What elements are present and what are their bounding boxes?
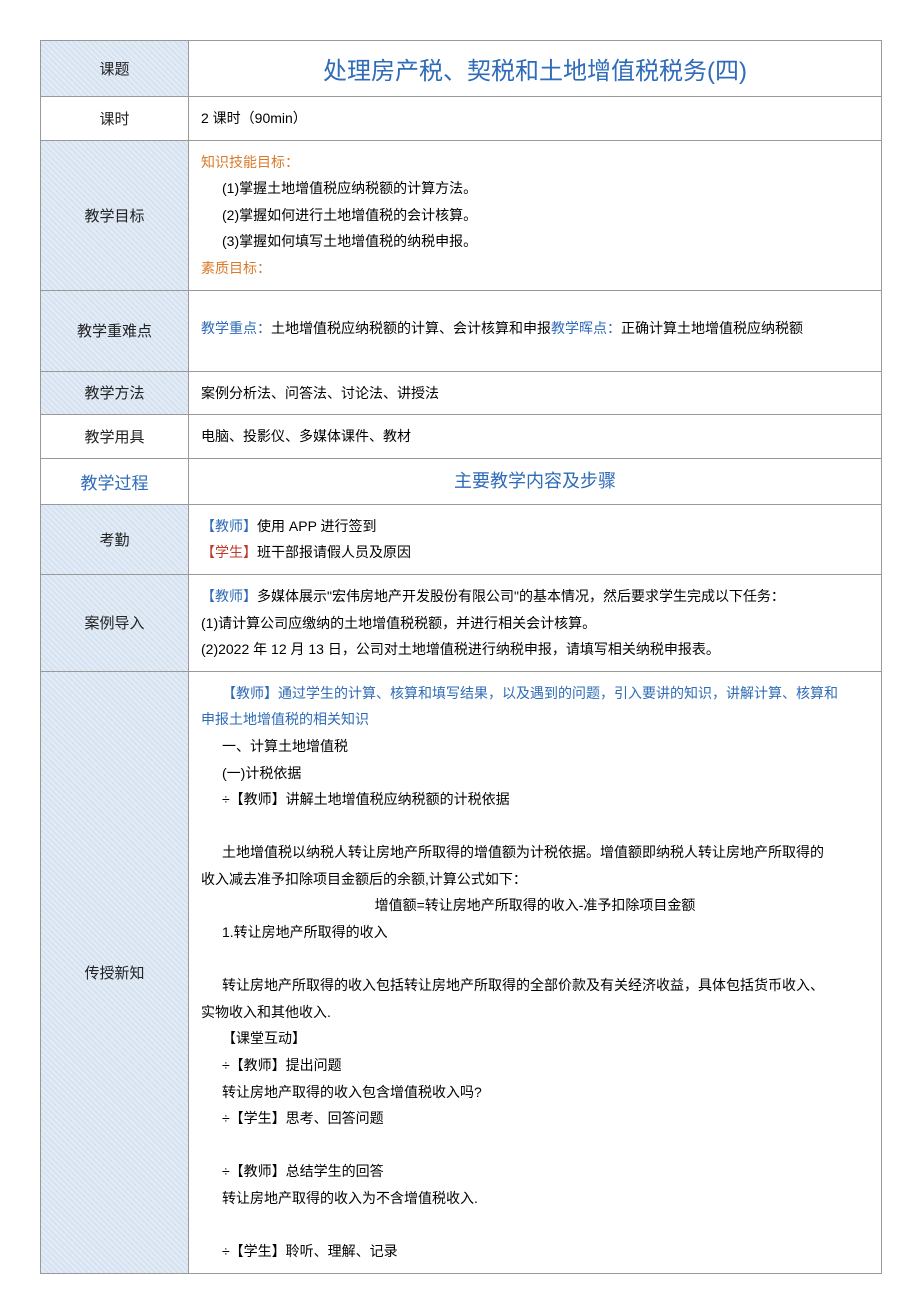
teacher-prefix: 【教师】 [201, 588, 257, 604]
label-keypoints: 教学重难点 [41, 291, 189, 371]
knowledge-heading: 知识技能目标： [201, 149, 869, 176]
objective-item: (2)掌握如何进行土地增值税的会计核算。 [201, 202, 869, 229]
page-title: 处理房产税、契税和土地增值税税务(四) [189, 41, 881, 96]
value-tools: 电脑、投影仪、多媒体课件、教材 [189, 415, 881, 458]
content-attendance: 【教师】使用 APP 进行签到 【学生】班干部报请假人员及原因 [189, 505, 881, 574]
teach-intro-prefix: 【教师】 [222, 685, 278, 701]
objective-item: (1)掌握土地增值税应纳税额的计算方法。 [201, 175, 869, 202]
teacher-prefix: 【教师】 [201, 518, 257, 534]
label-case-intro: 案例导入 [41, 575, 189, 671]
teach-p1a: 土地增值税以纳税人转让房地产所取得的增值额为计税依据。增值额即纳税人转让房地产所… [201, 839, 869, 866]
row-methods: 教学方法 案例分析法、问答法、讨论法、讲授法 [41, 372, 881, 416]
content-case-intro: 【教师】多媒体展示"宏伟房地产开发股份有限公司"的基本情况，然后要求学生完成以下… [189, 575, 881, 671]
quality-heading: 素质目标： [201, 255, 869, 282]
case-task: (1)请计算公司应缴纳的土地增值税税额，并进行相关会计核算。 [201, 610, 869, 637]
label-process: 教学过程 [41, 459, 189, 504]
key-text-2: 正确计算土地增值税应纳税额 [621, 320, 803, 336]
row-process-header: 教学过程 主要教学内容及步骤 [41, 459, 881, 505]
teach-h1: 一、计算土地增值税 [201, 733, 869, 760]
teach-intro-2: 申报土地增值税的相关知识 [201, 706, 869, 733]
label-methods: 教学方法 [41, 372, 189, 415]
row-period: 课时 2 课时（90min） [41, 97, 881, 141]
case-teacher-text: 多媒体展示"宏伟房地产开发股份有限公司"的基本情况，然后要求学生完成以下任务： [257, 588, 785, 604]
label-attendance: 考勤 [41, 505, 189, 574]
content-teach: 【教师】通过学生的计算、核算和填写结果，以及遇到的问题，引入要讲的知识，讲解计算… [189, 672, 881, 1273]
objective-item: (3)掌握如何填写土地增值税的纳税申报。 [201, 228, 869, 255]
content-objectives: 知识技能目标： (1)掌握土地增值税应纳税额的计算方法。 (2)掌握如何进行土地… [189, 141, 881, 290]
label-tools: 教学用具 [41, 415, 189, 458]
teach-intro-1: 通过学生的计算、核算和填写结果，以及遇到的问题，引入要讲的知识，讲解计算、核算和 [278, 685, 838, 701]
teach-p2a: 转让房地产所取得的收入包括转让房地产所取得的全部价款及有关经济收益，具体包括货币… [201, 972, 869, 999]
teach-sum-text: 转让房地产取得的收入为不含增值税收入. [201, 1185, 869, 1212]
teach-inter-label: 【课堂互动】 [201, 1025, 869, 1052]
row-keypoints: 教学重难点 教学重点：土地增值税应纳税额的计算、会计核算和申报教学晖点：正确计算… [41, 291, 881, 372]
label-topic: 课题 [41, 41, 189, 96]
attendance-teacher-text: 使用 APP 进行签到 [257, 518, 377, 534]
teach-q-teacher: ÷【教师】提出问题 [201, 1052, 869, 1079]
key-prefix-1: 教学重点： [201, 320, 271, 336]
value-methods: 案例分析法、问答法、讨论法、讲授法 [189, 372, 881, 415]
case-task: (2)2022 年 12 月 13 日，公司对土地增值税进行纳税申报，请填写相关… [201, 636, 869, 663]
row-attendance: 考勤 【教师】使用 APP 进行签到 【学生】班干部报请假人员及原因 [41, 505, 881, 575]
student-prefix: 【学生】 [201, 544, 257, 560]
content-keypoints: 教学重点：土地增值税应纳税额的计算、会计核算和申报教学晖点：正确计算土地增值税应… [189, 291, 881, 371]
attendance-student-text: 班干部报请假人员及原因 [257, 544, 411, 560]
teach-h2: (一)计税依据 [201, 760, 869, 787]
row-case-intro: 案例导入 【教师】多媒体展示"宏伟房地产开发股份有限公司"的基本情况，然后要求学… [41, 575, 881, 672]
key-text-1: 土地增值税应纳税额的计算、会计核算和申报 [271, 320, 551, 336]
label-teach: 传授新知 [41, 672, 189, 1273]
row-objectives: 教学目标 知识技能目标： (1)掌握土地增值税应纳税额的计算方法。 (2)掌握如… [41, 141, 881, 291]
teach-t1: ÷【教师】讲解土地增值税应纳税额的计税依据 [201, 786, 869, 813]
label-objectives: 教学目标 [41, 141, 189, 290]
label-period: 课时 [41, 97, 189, 140]
lesson-plan-table: 课题 处理房产税、契税和土地增值税税务(四) 课时 2 课时（90min） 教学… [40, 40, 882, 1274]
teach-p2b: 实物收入和其他收入. [201, 999, 869, 1026]
row-teach: 传授新知 【教师】通过学生的计算、核算和填写结果，以及遇到的问题，引入要讲的知识… [41, 672, 881, 1273]
teach-sum-teacher: ÷【教师】总结学生的回答 [201, 1158, 869, 1185]
key-prefix-2: 教学晖点： [551, 320, 621, 336]
teach-q-text: 转让房地产取得的收入包含增值税收入吗? [201, 1079, 869, 1106]
row-tools: 教学用具 电脑、投影仪、多媒体课件、教材 [41, 415, 881, 459]
row-title: 课题 处理房产税、契税和土地增值税税务(四) [41, 41, 881, 97]
teach-p1b: 收入减去准予扣除项目金额后的余额,计算公式如下： [201, 866, 869, 893]
teach-s1: 1.转让房地产所取得的收入 [201, 919, 869, 946]
process-steps-header: 主要教学内容及步骤 [189, 459, 881, 504]
teach-formula: 增值额=转让房地产所取得的收入-准予扣除项目金额 [201, 892, 869, 919]
teach-a-student: ÷【学生】思考、回答问题 [201, 1105, 869, 1132]
value-period: 2 课时（90min） [189, 97, 881, 140]
teach-listen: ÷【学生】聆听、理解、记录 [201, 1238, 869, 1265]
